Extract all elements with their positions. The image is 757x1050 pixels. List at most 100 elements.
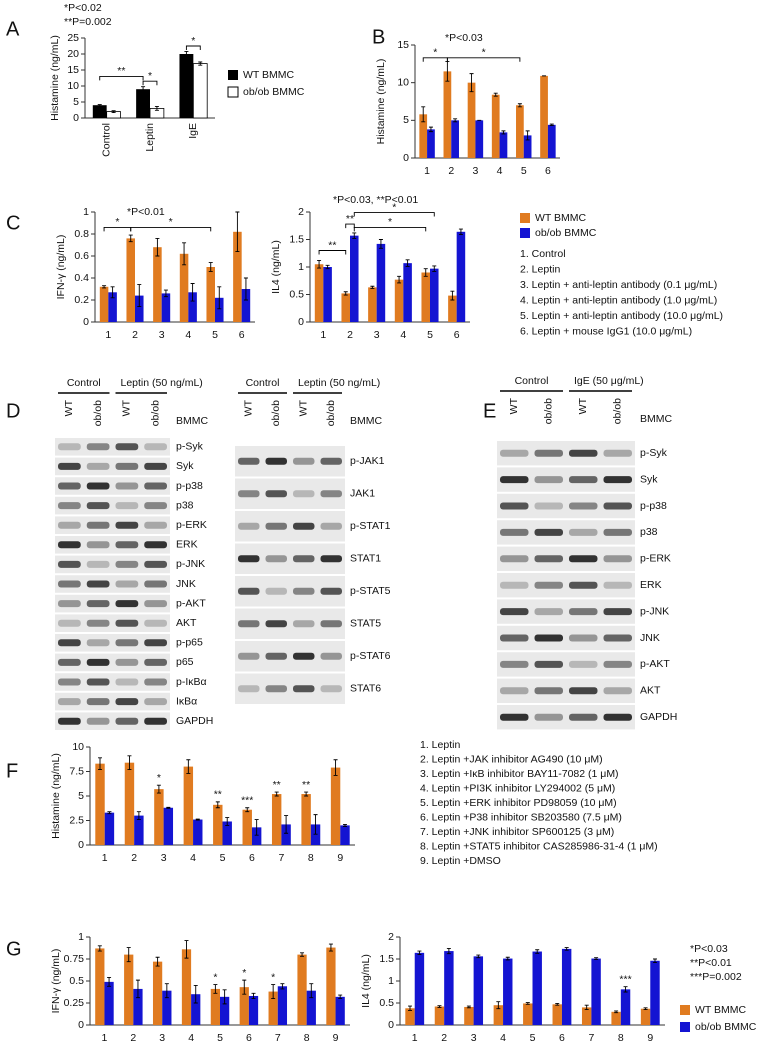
significance-bracket xyxy=(99,75,144,81)
significance-mark: * xyxy=(213,971,217,983)
error-bar xyxy=(274,791,279,797)
blot-strip xyxy=(497,573,635,598)
y-tick-label: 10 xyxy=(397,76,409,88)
significance-bracket xyxy=(353,212,435,217)
x-tick-label: 7 xyxy=(588,1032,594,1044)
bar xyxy=(430,268,439,322)
legend-swatch xyxy=(520,213,530,223)
error-bar xyxy=(535,949,540,954)
error-bar xyxy=(107,811,112,815)
error-bar xyxy=(243,277,248,301)
y-tick-label: 0 xyxy=(388,1019,394,1031)
row-label: p-AKT xyxy=(640,658,670,670)
blot-band xyxy=(293,522,315,530)
x-tick-label: 3 xyxy=(472,165,478,177)
blot-strip xyxy=(55,457,170,476)
blot-strip xyxy=(55,477,170,495)
significance-mark: * xyxy=(271,971,275,983)
blot-band xyxy=(500,449,529,457)
x-tick-label: 2 xyxy=(131,852,137,864)
lane-label: ob/ob xyxy=(149,400,161,426)
blot-band xyxy=(115,502,139,510)
bar xyxy=(271,794,282,845)
blot-strip xyxy=(55,614,170,632)
row-label: p65 xyxy=(176,656,194,668)
x-tick-label: 1 xyxy=(412,1032,418,1044)
blot-band xyxy=(293,587,315,595)
y-tick-label: 10 xyxy=(72,741,84,753)
blot-band xyxy=(320,620,342,628)
error-bar xyxy=(408,1005,413,1011)
row-label: p-AKT xyxy=(176,597,206,609)
row-label: p-JNK xyxy=(640,605,669,617)
cell-label: BMMC xyxy=(176,415,208,427)
x-tick-label: 2 xyxy=(130,1032,136,1044)
blot-band xyxy=(603,502,632,510)
bar xyxy=(552,1004,562,1025)
x-tick-label: 6 xyxy=(246,1032,252,1044)
blot-band xyxy=(58,482,81,490)
row-label: GAPDH xyxy=(640,711,677,723)
bar xyxy=(456,231,466,322)
blot-band xyxy=(86,658,110,666)
row-label: p-p65 xyxy=(176,637,203,649)
blot-strip xyxy=(55,653,170,672)
bar xyxy=(297,954,307,1025)
y-tick-label: 0.25 xyxy=(64,997,85,1009)
error-bar xyxy=(126,947,131,963)
bar xyxy=(241,289,251,322)
group-label: Leptin (50 ng/mL) xyxy=(121,377,203,389)
error-bar xyxy=(164,983,169,999)
blot-band xyxy=(86,717,110,725)
blot-band xyxy=(58,541,81,549)
blot-band xyxy=(569,449,598,457)
row-label: STAT1 xyxy=(350,553,381,565)
x-tick-label: 1 xyxy=(105,329,111,341)
x-tick-label: 8 xyxy=(308,852,314,864)
bar xyxy=(350,235,359,322)
y-tick-label: 0 xyxy=(78,1019,84,1031)
row-label: GAPDH xyxy=(176,715,213,727)
y-tick-label: 10 xyxy=(67,80,79,92)
bar xyxy=(248,995,259,1025)
blot-band xyxy=(144,639,167,647)
error-bar xyxy=(98,757,103,770)
bar xyxy=(104,981,114,1025)
bar xyxy=(133,988,143,1025)
blot-band xyxy=(534,476,563,484)
error-bar xyxy=(342,823,347,827)
bar xyxy=(108,292,117,322)
error-bar xyxy=(184,940,189,959)
note: 9. Leptin +DMSO xyxy=(420,855,501,867)
error-bar xyxy=(458,228,463,235)
bar xyxy=(301,794,311,845)
blot-strip xyxy=(55,673,170,691)
blot-band xyxy=(86,502,110,510)
blot-band xyxy=(320,522,342,530)
blot-band xyxy=(144,717,167,725)
error-bar xyxy=(450,290,455,301)
significance-bracket xyxy=(185,45,201,50)
error-bar xyxy=(141,86,146,93)
blot-band xyxy=(265,555,287,563)
error-bar xyxy=(549,123,554,127)
bar xyxy=(444,951,454,1025)
group-label: Control xyxy=(67,377,101,389)
blot-band xyxy=(569,555,598,563)
error-bar xyxy=(405,259,410,267)
error-bar xyxy=(501,130,506,135)
annotation: **P=0.002 xyxy=(64,16,112,28)
blot-band xyxy=(569,687,598,695)
significance-mark: ** xyxy=(117,65,125,77)
panel-label: D xyxy=(6,400,20,422)
blot-band xyxy=(58,600,81,608)
blot-band xyxy=(569,634,598,642)
error-bar xyxy=(155,956,160,967)
error-bar xyxy=(271,984,276,1000)
bar xyxy=(326,947,336,1025)
error-bar xyxy=(280,983,285,990)
error-bar xyxy=(193,984,198,1004)
legend-label: WT BMMC xyxy=(695,1004,747,1016)
bar xyxy=(183,766,194,845)
error-bar xyxy=(128,234,133,243)
